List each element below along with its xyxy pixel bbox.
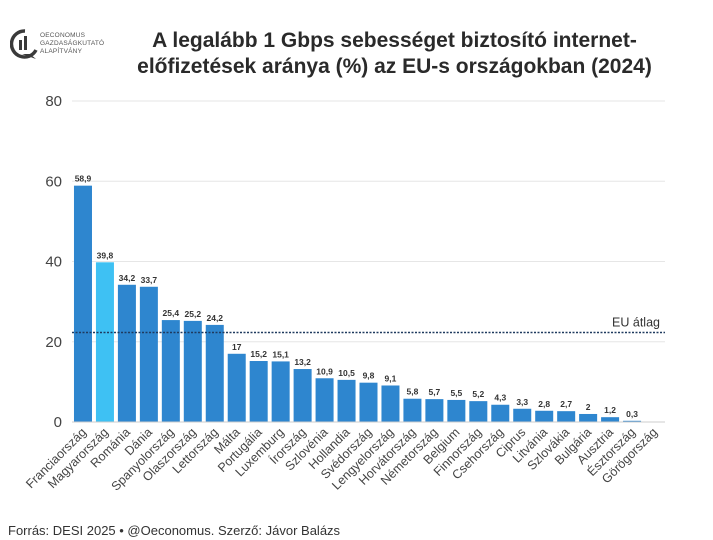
chart-title-line-1: A legalább 1 Gbps sebességet biztosító i… — [152, 29, 637, 52]
bar — [557, 411, 576, 422]
data-label: 9,1 — [385, 373, 397, 383]
bar — [271, 361, 290, 422]
bar — [403, 398, 422, 422]
bar — [535, 410, 554, 422]
data-label: 2 — [586, 402, 591, 412]
bar — [73, 185, 92, 422]
data-label: 10,9 — [316, 366, 333, 376]
y-tick-label: 80 — [45, 93, 62, 110]
data-label: 58,9 — [75, 174, 92, 184]
y-tick-label: 40 — [45, 254, 62, 271]
data-label: 5,5 — [450, 388, 462, 398]
bar — [161, 320, 180, 422]
bar — [117, 284, 136, 422]
brand-line-1: OECONOMUS — [40, 32, 86, 39]
bar — [95, 262, 114, 422]
data-label: 0,3 — [626, 409, 638, 419]
data-label: 3,3 — [516, 397, 528, 407]
bar — [205, 324, 224, 422]
y-tick-label: 20 — [45, 334, 62, 351]
brand-line-3: ALAPÍTVÁNY — [40, 48, 83, 55]
bar — [227, 353, 246, 422]
bar — [359, 382, 378, 422]
data-label: 9,8 — [363, 371, 375, 381]
brand-name: OECONOMUS GAZDASÁGKUTATÓ ALAPÍTVÁNY — [40, 32, 104, 56]
bar — [337, 379, 356, 422]
data-label: 2,7 — [560, 399, 572, 409]
data-label: 15,1 — [272, 349, 289, 359]
data-label: 24,2 — [206, 313, 223, 323]
bar — [315, 378, 334, 422]
bar-chart: 02040608058,9Franciaország39,8Magyarorsz… — [23, 93, 665, 494]
data-label: 15,2 — [250, 349, 267, 359]
bar — [491, 404, 510, 422]
oeconomus-logo-icon — [9, 29, 38, 59]
data-label: 25,4 — [163, 308, 180, 318]
chart-title-line-2: előfizetések aránya (%) az EU-s országok… — [137, 55, 652, 78]
y-tick-label: 60 — [45, 173, 62, 190]
y-tick-label: 0 — [54, 414, 62, 431]
brand-logo — [9, 28, 120, 70]
bar — [293, 369, 312, 422]
data-label: 17 — [232, 342, 242, 352]
bar — [139, 286, 158, 422]
data-label: 5,8 — [407, 387, 419, 397]
bar — [183, 320, 202, 422]
bar — [513, 408, 532, 422]
data-label: 25,2 — [185, 309, 202, 319]
data-label: 5,2 — [472, 389, 484, 399]
data-label: 34,2 — [119, 273, 136, 283]
data-label: 1,2 — [604, 405, 616, 415]
data-label: 10,5 — [338, 368, 355, 378]
bar — [249, 361, 268, 422]
bar — [623, 420, 642, 422]
brand-line-2: GAZDASÁGKUTATÓ — [40, 40, 105, 47]
data-label: 5,7 — [428, 387, 440, 397]
bar — [425, 399, 444, 422]
bar — [469, 401, 488, 422]
data-label: 2,8 — [538, 399, 550, 409]
bar — [579, 413, 598, 422]
chart-title: A legalább 1 Gbps sebességet biztosító i… — [112, 28, 677, 80]
eu-average-label: EU átlag — [612, 316, 660, 330]
data-label: 39,8 — [97, 250, 114, 260]
bar — [381, 385, 400, 422]
bar — [601, 417, 620, 422]
source-note: Forrás: DESI 2025 • @Oeconomus. Szerző: … — [8, 523, 341, 538]
data-label: 33,7 — [141, 275, 158, 285]
data-label: 13,2 — [294, 357, 311, 367]
data-label: 4,3 — [494, 393, 506, 403]
bar — [447, 399, 466, 422]
